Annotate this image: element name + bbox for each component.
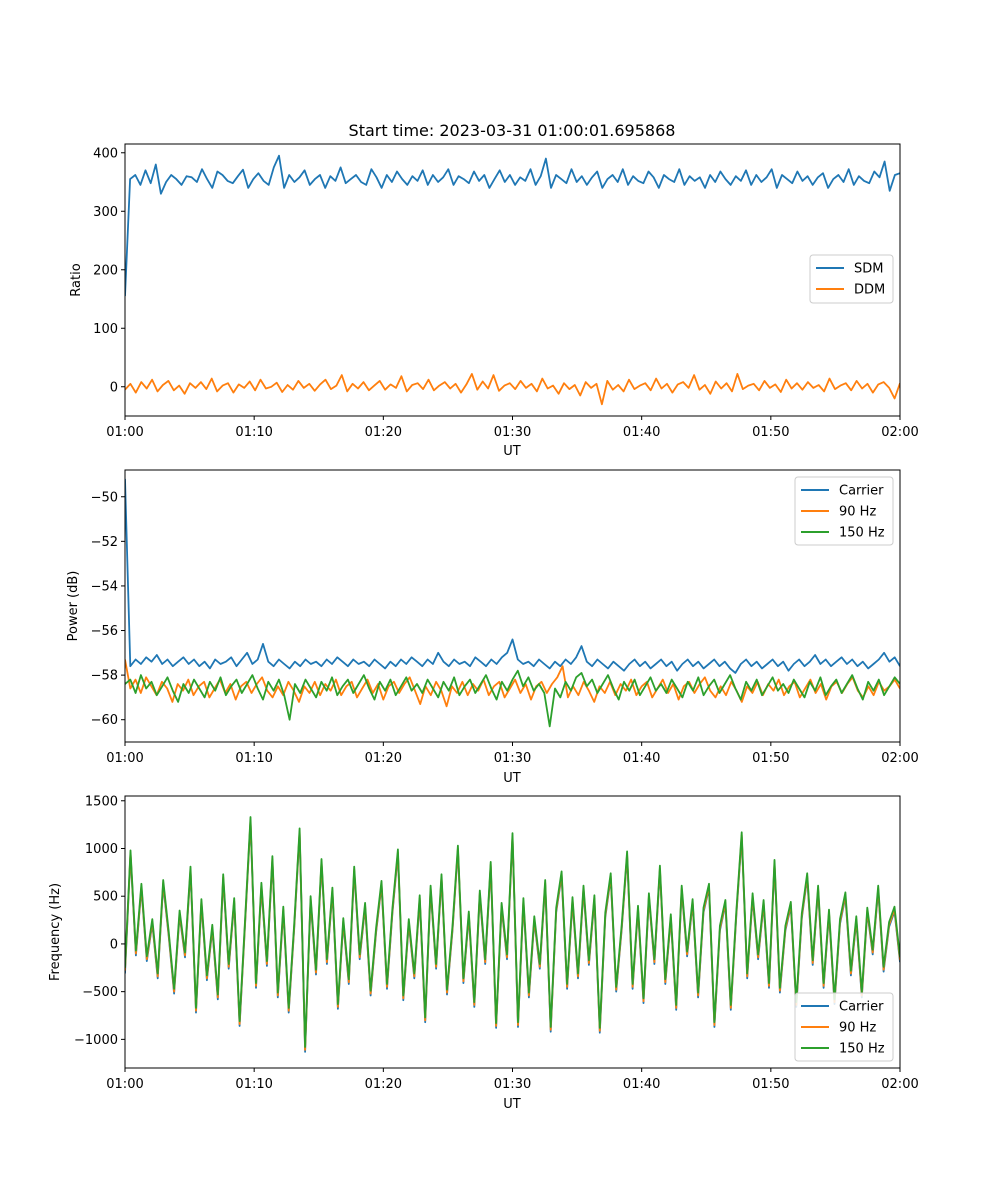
ratio-x-tick-label: 02:00 (881, 425, 918, 440)
frequency-series-line-150-hz (125, 816, 900, 1048)
ratio-panel: Start time: 2023-03-31 01:00:01.695868 0… (69, 121, 919, 459)
power-y-tick-label: −50 (91, 490, 118, 505)
ratio-x-tick-label: 01:20 (365, 425, 402, 440)
ratio-y-tick-label: 200 (93, 263, 118, 278)
frequency-legend: Carrier 90 Hz 150 Hz (794, 992, 894, 1062)
frequency-legend-label-150-hz: 150 Hz (839, 1042, 885, 1057)
power-x-tick-label: 02:00 (881, 751, 918, 766)
frequency-y-tick-label: 1500 (85, 794, 118, 809)
ratio-x-tick-label: 01:00 (106, 425, 143, 440)
power-y-tick-label: −56 (91, 624, 118, 639)
frequency-x-tick-label: 01:30 (494, 1077, 531, 1092)
ratio-y-tick-label: 100 (93, 322, 118, 337)
ratio-legend-label-ddm: DDM (854, 283, 885, 298)
power-series-line-90-hz (125, 659, 900, 708)
ratio-axis-ticks: 01:00 01:10 01:20 01:30 01:40 01:50 02:00 0 100 2… (93, 146, 919, 440)
power-legend-label-carrier: Carrier (839, 484, 884, 499)
frequency-y-tick-label: −1000 (74, 1033, 118, 1048)
frequency-panel: 01:00 01:10 01:20 01:30 01:40 01:50 02:00 −1000… (48, 794, 919, 1112)
ratio-legend: SDM DDM (809, 254, 894, 304)
frequency-y-tick-label: 500 (93, 890, 118, 905)
frequency-x-tick-label: 01:40 (623, 1077, 660, 1092)
power-axis-ticks: 01:00 01:10 01:20 01:30 01:40 01:50 02:00 −60 −5… (91, 490, 919, 766)
figure-title: Start time: 2023-03-31 01:00:01.695868 (349, 121, 676, 140)
power-y-tick-label: −58 (91, 669, 118, 684)
ratio-plot-lines (125, 154, 900, 406)
power-panel: 01:00 01:10 01:20 01:30 01:40 01:50 02:00 −60 −5… (66, 469, 919, 786)
frequency-axis-ticks: 01:00 01:10 01:20 01:30 01:40 01:50 02:00 −1000… (74, 794, 919, 1092)
frequency-plot-lines (125, 816, 900, 1053)
frequency-y-tick-label: 1000 (85, 842, 118, 857)
frequency-x-tick-label: 01:50 (752, 1077, 789, 1092)
ratio-y-tick-label: 300 (93, 205, 118, 220)
frequency-legend-box (794, 992, 894, 1062)
ratio-legend-label-sdm: SDM (854, 262, 883, 277)
power-y-axis-label: Power (dB) (66, 571, 81, 642)
frequency-y-tick-label: 0 (110, 937, 118, 952)
power-legend-label-150-hz: 150 Hz (839, 526, 885, 541)
power-x-tick-label: 01:40 (623, 751, 660, 766)
ratio-y-tick-label: 400 (93, 146, 118, 161)
frequency-x-tick-label: 02:00 (881, 1077, 918, 1092)
frequency-y-axis-label: Frequency (Hz) (48, 883, 63, 981)
power-x-tick-label: 01:30 (494, 751, 531, 766)
frequency-legend-label-carrier: Carrier (839, 1000, 884, 1015)
power-x-tick-label: 01:20 (365, 751, 402, 766)
frequency-x-tick-label: 01:10 (235, 1077, 272, 1092)
frequency-y-tick-label: −500 (82, 985, 118, 1000)
power-legend: Carrier 90 Hz 150 Hz (794, 476, 894, 546)
power-series-line-150-hz (125, 669, 900, 728)
ratio-x-axis-label: UT (503, 444, 521, 459)
power-legend-label-90-hz: 90 Hz (839, 505, 876, 520)
ratio-series-line-ddm (125, 372, 900, 406)
frequency-legend-label-90-hz: 90 Hz (839, 1021, 876, 1036)
power-y-tick-label: −54 (91, 579, 118, 594)
ratio-y-axis-label: Ratio (69, 263, 84, 296)
power-legend-box (794, 476, 894, 546)
power-series-line-carrier (125, 478, 900, 674)
ratio-x-tick-label: 01:50 (752, 425, 789, 440)
frequency-x-tick-label: 01:20 (365, 1077, 402, 1092)
ratio-x-tick-label: 01:10 (235, 425, 272, 440)
ratio-x-tick-label: 01:30 (494, 425, 531, 440)
power-x-tick-label: 01:10 (235, 751, 272, 766)
ratio-series-line-sdm (125, 154, 900, 297)
ratio-y-tick-label: 0 (110, 380, 118, 395)
power-y-tick-label: −52 (91, 535, 118, 550)
power-x-axis-label: UT (503, 771, 521, 786)
power-x-tick-label: 01:50 (752, 751, 789, 766)
power-y-tick-label: −60 (91, 713, 118, 728)
frequency-x-tick-label: 01:00 (106, 1077, 143, 1092)
frequency-x-axis-label: UT (503, 1097, 521, 1112)
power-x-tick-label: 01:00 (106, 751, 143, 766)
ratio-x-tick-label: 01:40 (623, 425, 660, 440)
power-plot-lines (125, 478, 900, 728)
